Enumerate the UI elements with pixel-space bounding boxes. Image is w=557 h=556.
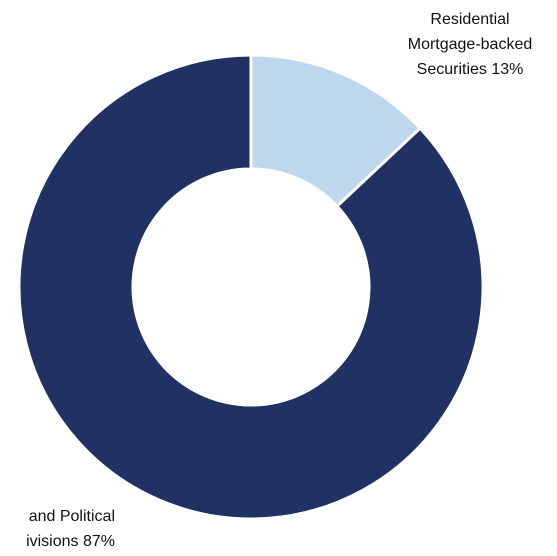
slice-label-line: Securities 13% (417, 61, 524, 78)
slice-label-1: Residential Mortgage-backed Securities 13% (408, 11, 533, 78)
slice-label-2: and Political ivisions 87% (26, 508, 115, 550)
slice-label-line: Residential (430, 11, 509, 28)
slice-label-line: ivisions 87% (26, 533, 115, 550)
donut-slices (17, 53, 485, 521)
slice-labels: Residential Mortgage-backed Securities 13%… (26, 11, 532, 550)
slice-label-line: and Political (29, 508, 115, 525)
donut-slice-2 (17, 53, 485, 521)
slice-label-line: Mortgage-backed (408, 36, 533, 53)
